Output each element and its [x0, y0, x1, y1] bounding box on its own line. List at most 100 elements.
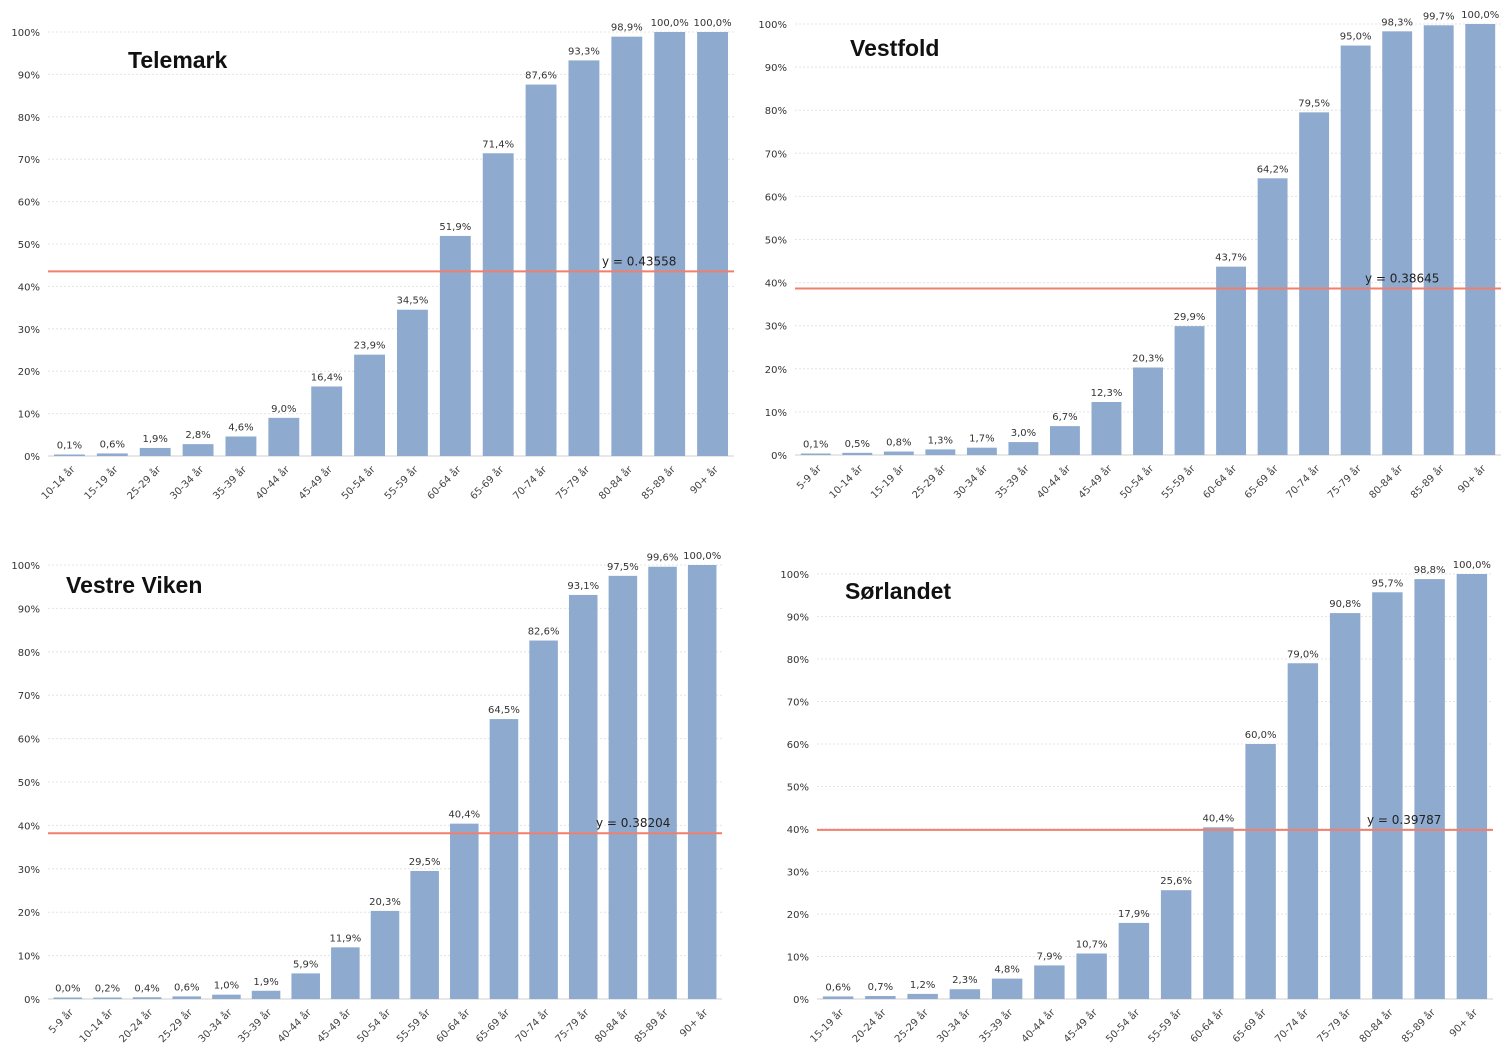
- bar: [991, 978, 1023, 999]
- bar: [331, 947, 360, 999]
- data-label: 29,5%: [409, 857, 441, 868]
- x-tick-label: 60-64 år: [433, 1005, 473, 1045]
- bar: [268, 417, 300, 456]
- x-tick-label: 75-79 år: [552, 1005, 592, 1045]
- bar: [1456, 574, 1488, 999]
- data-label: 99,6%: [647, 553, 679, 564]
- x-tick-label: 15-19 år: [81, 462, 121, 502]
- x-tick-label: 65-69 år: [467, 462, 507, 502]
- y-tick-label: 60%: [18, 198, 40, 209]
- x-tick-label: 10-14 år: [76, 1005, 116, 1045]
- data-label: 40,4%: [1202, 813, 1234, 824]
- data-label: 98,8%: [1414, 565, 1446, 576]
- data-label: 20,3%: [1132, 354, 1164, 365]
- bar: [1203, 827, 1234, 999]
- x-tick-label: 25-29 år: [156, 1005, 196, 1045]
- bar: [53, 997, 83, 999]
- x-tick-label: 75-79 år: [553, 462, 593, 502]
- bar: [132, 997, 162, 999]
- x-tick-label: 40-44 år: [1034, 461, 1074, 501]
- data-label: 34,5%: [397, 296, 429, 307]
- data-label: 79,5%: [1298, 98, 1330, 109]
- bar: [291, 973, 320, 999]
- bar: [1118, 922, 1150, 999]
- x-tick-label: 10-14 år: [38, 462, 78, 502]
- bar: [450, 823, 479, 999]
- data-label: 0,7%: [868, 982, 893, 993]
- bar: [1049, 426, 1080, 455]
- data-label: 43,7%: [1215, 253, 1247, 264]
- bar: [1423, 25, 1454, 455]
- y-tick-label: 90%: [18, 70, 40, 81]
- x-tick-label: 50-54 år: [1117, 461, 1157, 501]
- data-label: 97,5%: [607, 562, 639, 573]
- bar: [1257, 178, 1288, 455]
- y-tick-label: 10%: [18, 410, 40, 421]
- y-tick-label: 50%: [765, 236, 787, 247]
- data-label: 60,0%: [1245, 730, 1277, 741]
- data-label: 9,0%: [271, 404, 296, 415]
- bar: [1091, 401, 1122, 455]
- bar: [697, 32, 728, 456]
- x-tick-label: 5-9 år: [794, 461, 825, 492]
- y-tick-label: 80%: [18, 113, 40, 124]
- y-tick-label: 50%: [18, 778, 40, 789]
- data-label: 16,4%: [311, 372, 343, 383]
- x-tick-label: 35-39 år: [992, 461, 1032, 501]
- reference-line-label: y = 0.38204: [596, 816, 670, 830]
- bar: [800, 453, 831, 455]
- y-tick-label: 70%: [18, 155, 40, 166]
- bar: [1245, 744, 1276, 999]
- data-label: 12,3%: [1091, 388, 1123, 399]
- bar: [1133, 367, 1163, 455]
- data-label: 51,9%: [439, 222, 471, 233]
- x-tick-label: 70-74 år: [510, 462, 550, 502]
- x-tick-label: 35-39 år: [235, 1005, 275, 1045]
- data-label: 87,6%: [525, 71, 557, 82]
- data-label: 10,7%: [1076, 940, 1108, 951]
- x-tick-label: 10-14 år: [826, 461, 866, 501]
- bar: [251, 990, 281, 999]
- y-tick-label: 40%: [18, 821, 40, 832]
- data-label: 1,2%: [910, 980, 935, 991]
- bar: [648, 566, 677, 999]
- chart-vestfold: 0% 10% 20% 30% 40% 50% 60% 70% 80% 90% 100% 0,1% 5-9…: [758, 10, 1501, 501]
- y-tick-label: 80%: [765, 106, 787, 117]
- data-label: 100,0%: [651, 18, 689, 29]
- x-tick-label: 85-89 år: [1408, 461, 1448, 501]
- data-label: 100,0%: [1453, 560, 1491, 571]
- chart-telemark: 0% 10% 20% 30% 40% 50% 60% 70% 80% 90% 100% 0,1% 10-…: [11, 18, 734, 502]
- data-label: 93,3%: [568, 46, 600, 57]
- data-label: 99,7%: [1423, 11, 1455, 22]
- bar: [966, 447, 997, 455]
- chart-title: Vestre Viken: [66, 572, 202, 598]
- y-tick-label: 30%: [18, 325, 40, 336]
- y-tick-label: 10%: [18, 952, 40, 963]
- x-tick-label: 70-74 år: [512, 1005, 552, 1045]
- data-label: 0,1%: [803, 440, 828, 451]
- x-tick-label: 70-74 år: [1283, 461, 1323, 501]
- y-tick-label: 10%: [765, 408, 787, 419]
- reference-line-label: y = 0.43558: [602, 254, 676, 268]
- y-tick-label: 40%: [787, 825, 809, 836]
- bar: [525, 84, 557, 457]
- bar: [865, 996, 896, 999]
- bar: [1329, 613, 1361, 999]
- bar: [949, 989, 981, 999]
- data-label: 0,4%: [134, 983, 159, 994]
- y-tick-label: 100%: [758, 20, 787, 31]
- x-tick-label: 45-49 år: [1075, 461, 1115, 501]
- x-tick-label: 75-79 år: [1325, 461, 1365, 501]
- data-label: 1,9%: [142, 434, 167, 445]
- bar: [529, 640, 558, 999]
- x-tick-label: 35-39 år: [976, 1005, 1016, 1045]
- x-tick-label: 85-89 år: [631, 1005, 671, 1045]
- bar: [1372, 592, 1403, 999]
- chart-title: Vestfold: [850, 35, 939, 61]
- data-label: 0,8%: [886, 438, 911, 449]
- x-tick-label: 20-24 år: [116, 1005, 156, 1045]
- y-tick-label: 100%: [780, 570, 809, 581]
- x-tick-label: 30-34 år: [934, 1005, 974, 1045]
- x-tick-label: 90+ år: [677, 1005, 711, 1039]
- x-tick-label: 30-34 år: [951, 461, 991, 501]
